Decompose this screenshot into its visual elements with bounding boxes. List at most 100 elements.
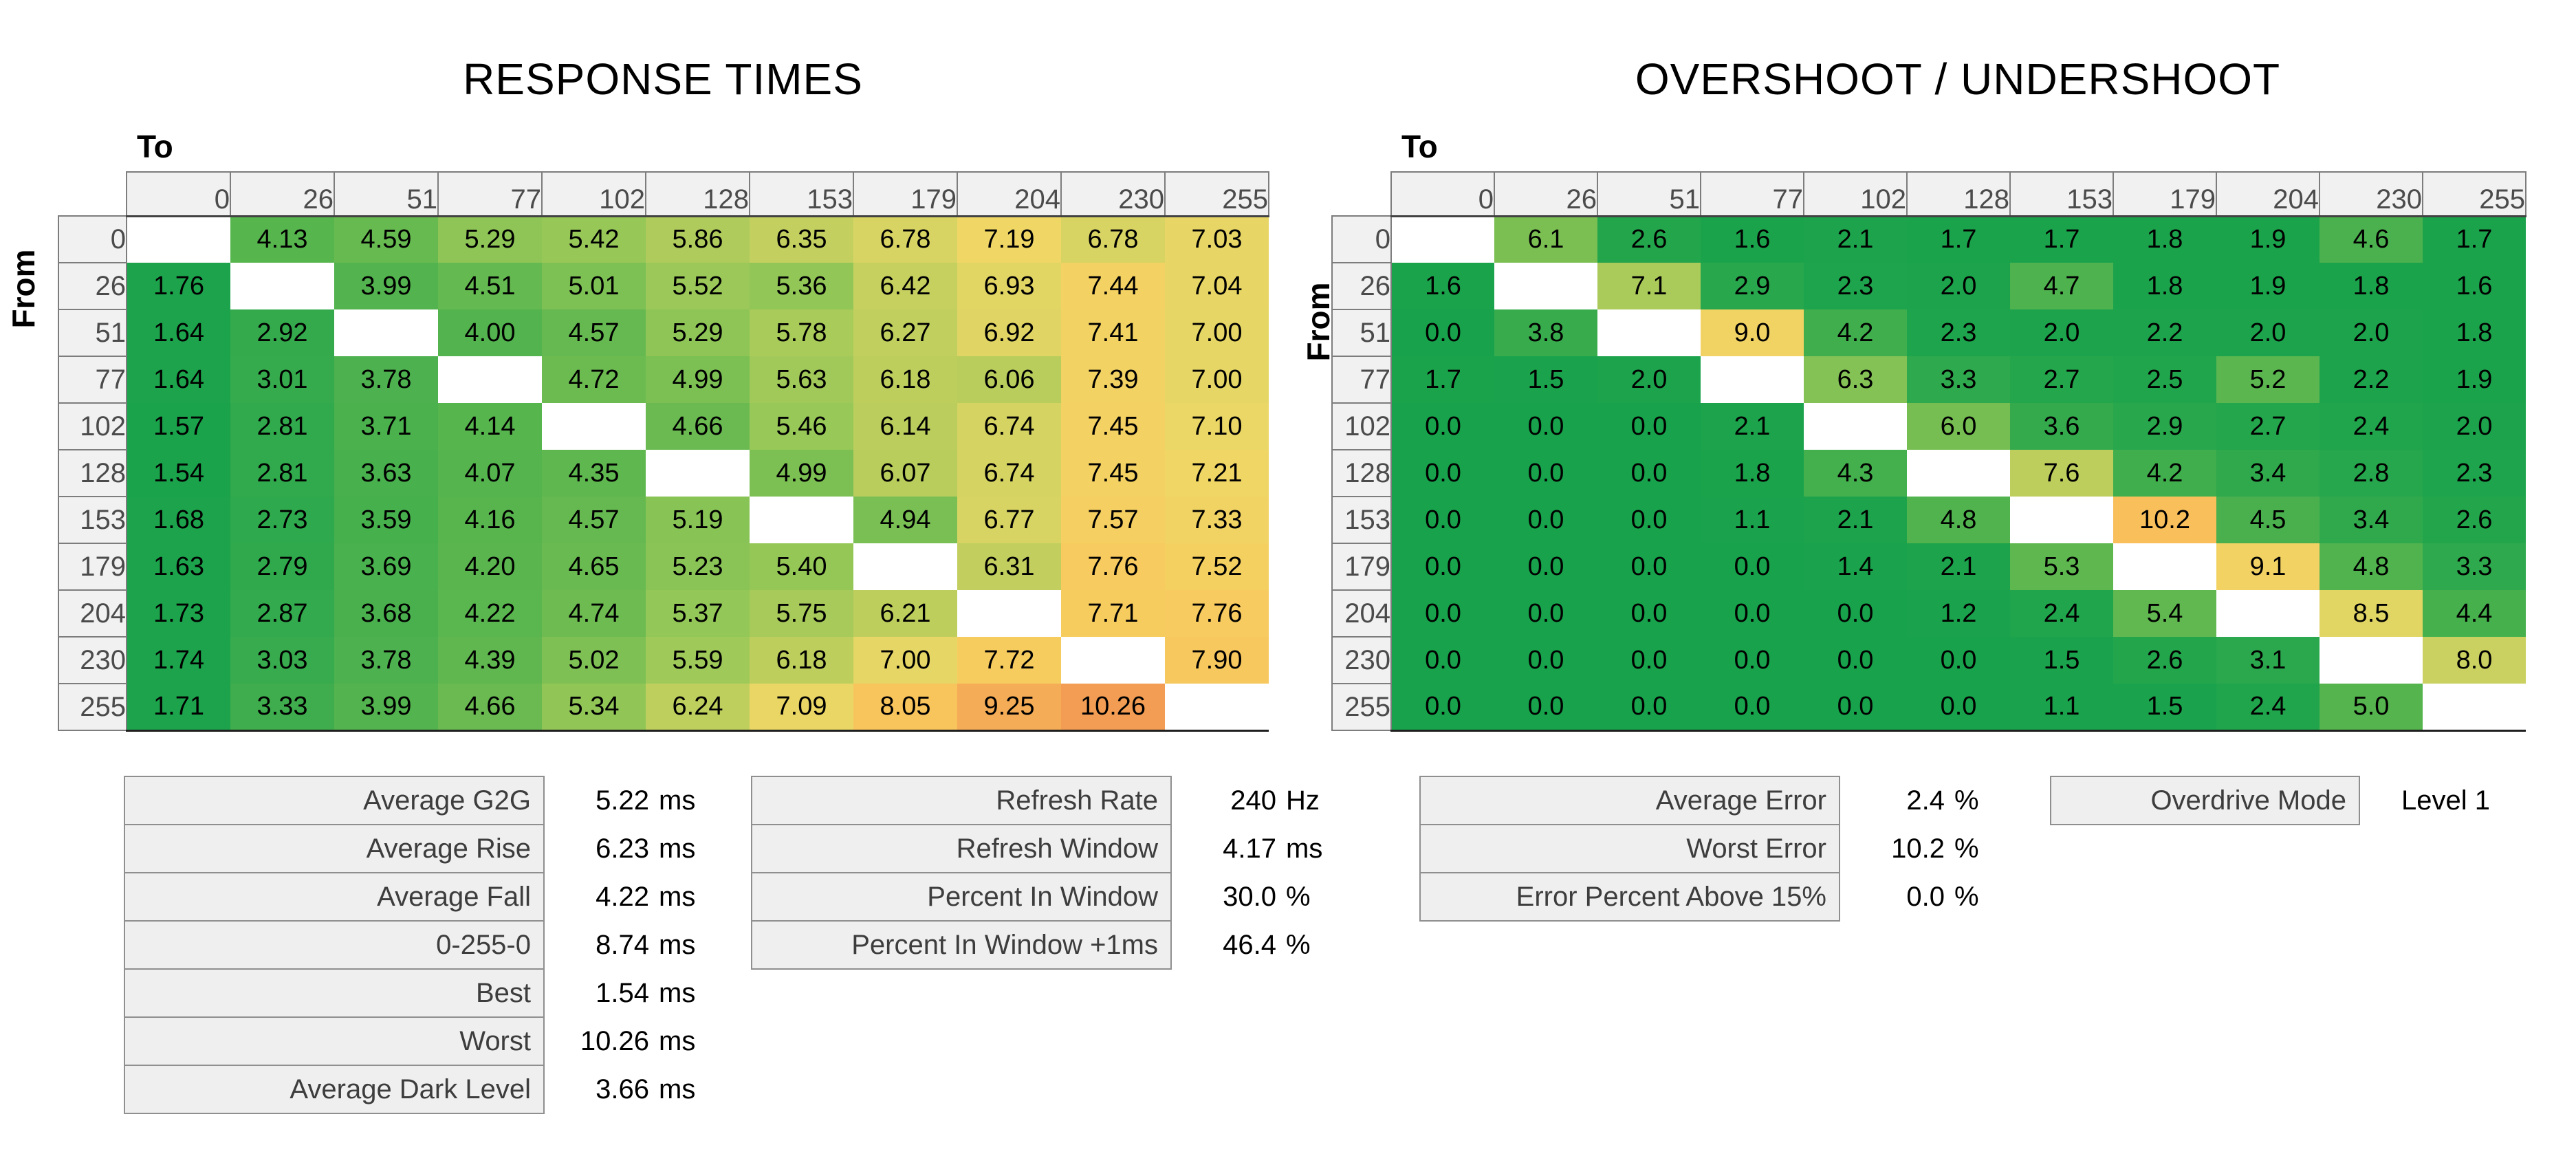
heatmap-cell: 4.2 — [1804, 309, 1907, 356]
stat-label: Best — [124, 968, 545, 1018]
heatmap-cell: 3.68 — [334, 590, 438, 637]
heatmap-cell: 7.04 — [1165, 263, 1269, 309]
heatmap-cell — [2113, 543, 2216, 590]
stat-value-unit: ms — [659, 833, 696, 864]
heatmap-cell: 1.7 — [1391, 356, 1494, 403]
heatmap-cell: 6.21 — [853, 590, 957, 637]
heatmap-cell: 4.51 — [438, 263, 542, 309]
heatmap-cell: 2.4 — [2216, 684, 2320, 732]
right-panel-title: OVERSHOOT / UNDERSHOOT — [1635, 54, 2281, 104]
heatmap-cell: 0.0 — [1494, 637, 1597, 684]
heatmap-cell: 7.00 — [1165, 309, 1269, 356]
col-header: 179 — [2113, 171, 2217, 217]
heatmap-cell: 7.00 — [1165, 356, 1269, 403]
heatmap-cell: 7.00 — [853, 637, 957, 684]
heatmap-cell: 2.0 — [1597, 356, 1701, 403]
stat-value-unit: % — [1954, 785, 1979, 816]
corner-cell — [58, 172, 127, 216]
row-header: 0 — [58, 215, 127, 263]
stat-row: Worst 10.26 ms — [124, 1016, 695, 1066]
heatmap-cell: 5.75 — [750, 590, 853, 637]
row-header: 204 — [58, 589, 127, 638]
heatmap-cell: 0.0 — [1597, 403, 1701, 450]
heatmap-cell: 5.37 — [646, 590, 750, 637]
stat-row: Overdrive Mode Level 1 — [2050, 776, 2490, 825]
stat-value: 6.23 ms — [545, 824, 695, 873]
heatmap-cell: 6.0 — [1907, 403, 2010, 450]
stat-value-number: 240 — [1230, 785, 1276, 816]
heatmap-cell — [2010, 497, 2113, 543]
col-header: 77 — [437, 171, 543, 217]
col-header: 128 — [645, 171, 750, 217]
heatmap-cell: 5.59 — [646, 637, 750, 684]
col-header: 26 — [1494, 171, 1598, 217]
heatmap-cell: 10.2 — [2113, 497, 2216, 543]
heatmap-cell: 8.5 — [2320, 590, 2423, 637]
heatmap-cell: 5.29 — [438, 216, 542, 263]
row-header: 77 — [1331, 356, 1392, 404]
heatmap-cell: 0.0 — [1597, 684, 1701, 732]
row-header: 204 — [1331, 589, 1392, 638]
heatmap-cell — [646, 450, 750, 497]
heatmap-cell: 4.66 — [646, 403, 750, 450]
heatmap-cell: 0.0 — [1597, 590, 1701, 637]
stat-value: 10.2% — [1840, 824, 1978, 873]
heatmap-cell: 4.99 — [646, 356, 750, 403]
heatmap-cell: 7.03 — [1165, 216, 1269, 263]
row-header: 230 — [58, 636, 127, 684]
heatmap-cell: 2.7 — [2010, 356, 2113, 403]
stat-row: 0-255-0 8.74 ms — [124, 920, 695, 970]
stat-value-unit: ms — [659, 881, 696, 912]
heatmap-cell: 4.66 — [438, 684, 542, 732]
heatmap-cell: 6.92 — [957, 309, 1061, 356]
heatmap-cell: 5.19 — [646, 497, 750, 543]
col-header: 255 — [1164, 171, 1269, 217]
heatmap-cell: 4.74 — [542, 590, 646, 637]
stat-value: 4.17 ms — [1172, 824, 1322, 873]
stat-label: Percent In Window — [751, 872, 1172, 922]
error-stats-table: Average Error 2.4% Worst Error 10.2% Error P… — [1419, 776, 1979, 922]
stat-value-number: 3.66 — [596, 1074, 649, 1104]
heatmap-cell: 1.57 — [127, 403, 230, 450]
heatmap-cell: 5.78 — [750, 309, 853, 356]
heatmap-cell: 1.8 — [2320, 263, 2423, 309]
stat-value: 5.22 ms — [545, 776, 695, 825]
col-header: 153 — [749, 171, 854, 217]
stat-row: Percent In Window +1ms 46.4% — [751, 920, 1322, 970]
heatmap-cell: 0.0 — [1494, 403, 1597, 450]
heatmap-cell: 0.0 — [1391, 309, 1494, 356]
heatmap-cell: 6.74 — [957, 450, 1061, 497]
heatmap-cell: 0.0 — [1907, 637, 2010, 684]
heatmap-cell: 2.6 — [1597, 216, 1701, 263]
stat-value-number: 30.0 — [1223, 881, 1276, 912]
stat-value: 0.0% — [1840, 872, 1978, 922]
heatmap-cell: 1.8 — [1701, 450, 1804, 497]
heatmap-cell — [334, 309, 438, 356]
heatmap-cell — [750, 497, 853, 543]
heatmap-cell: 2.1 — [1804, 497, 1907, 543]
heatmap-cell: 0.0 — [1597, 450, 1701, 497]
overshoot-table: 0 26 51 77 102 128 153 179 204 230 255 0 6.1 2.6 1.6 2.… — [1331, 171, 2526, 732]
heatmap-cell: 1.1 — [1701, 497, 1804, 543]
heatmap-cell: 7.45 — [1061, 450, 1165, 497]
heatmap-cell: 4.07 — [438, 450, 542, 497]
stat-row: Average Fall 4.22 ms — [124, 872, 695, 922]
row-header: 128 — [1331, 449, 1392, 497]
heatmap-cell: 7.52 — [1165, 543, 1269, 590]
heatmap-cell: 2.81 — [230, 403, 334, 450]
heatmap-cell: 5.2 — [2216, 356, 2320, 403]
response-times-table: 0 26 51 77 102 128 153 179 204 230 255 0 4.13 4.59 5.2… — [58, 171, 1269, 732]
heatmap-cell: 7.21 — [1165, 450, 1269, 497]
col-header: 51 — [1597, 171, 1701, 217]
heatmap-cell — [2320, 637, 2423, 684]
heatmap-cell: 7.76 — [1165, 590, 1269, 637]
col-header: 255 — [2422, 171, 2526, 217]
heatmap-cell: 2.1 — [1804, 216, 1907, 263]
col-header: 0 — [1390, 171, 1495, 217]
stat-value-unit: % — [1286, 929, 1311, 960]
heatmap-cell: 6.78 — [853, 216, 957, 263]
col-header: 0 — [126, 171, 231, 217]
heatmap-cell: 1.7 — [2423, 216, 2526, 263]
heatmap-cell: 3.59 — [334, 497, 438, 543]
